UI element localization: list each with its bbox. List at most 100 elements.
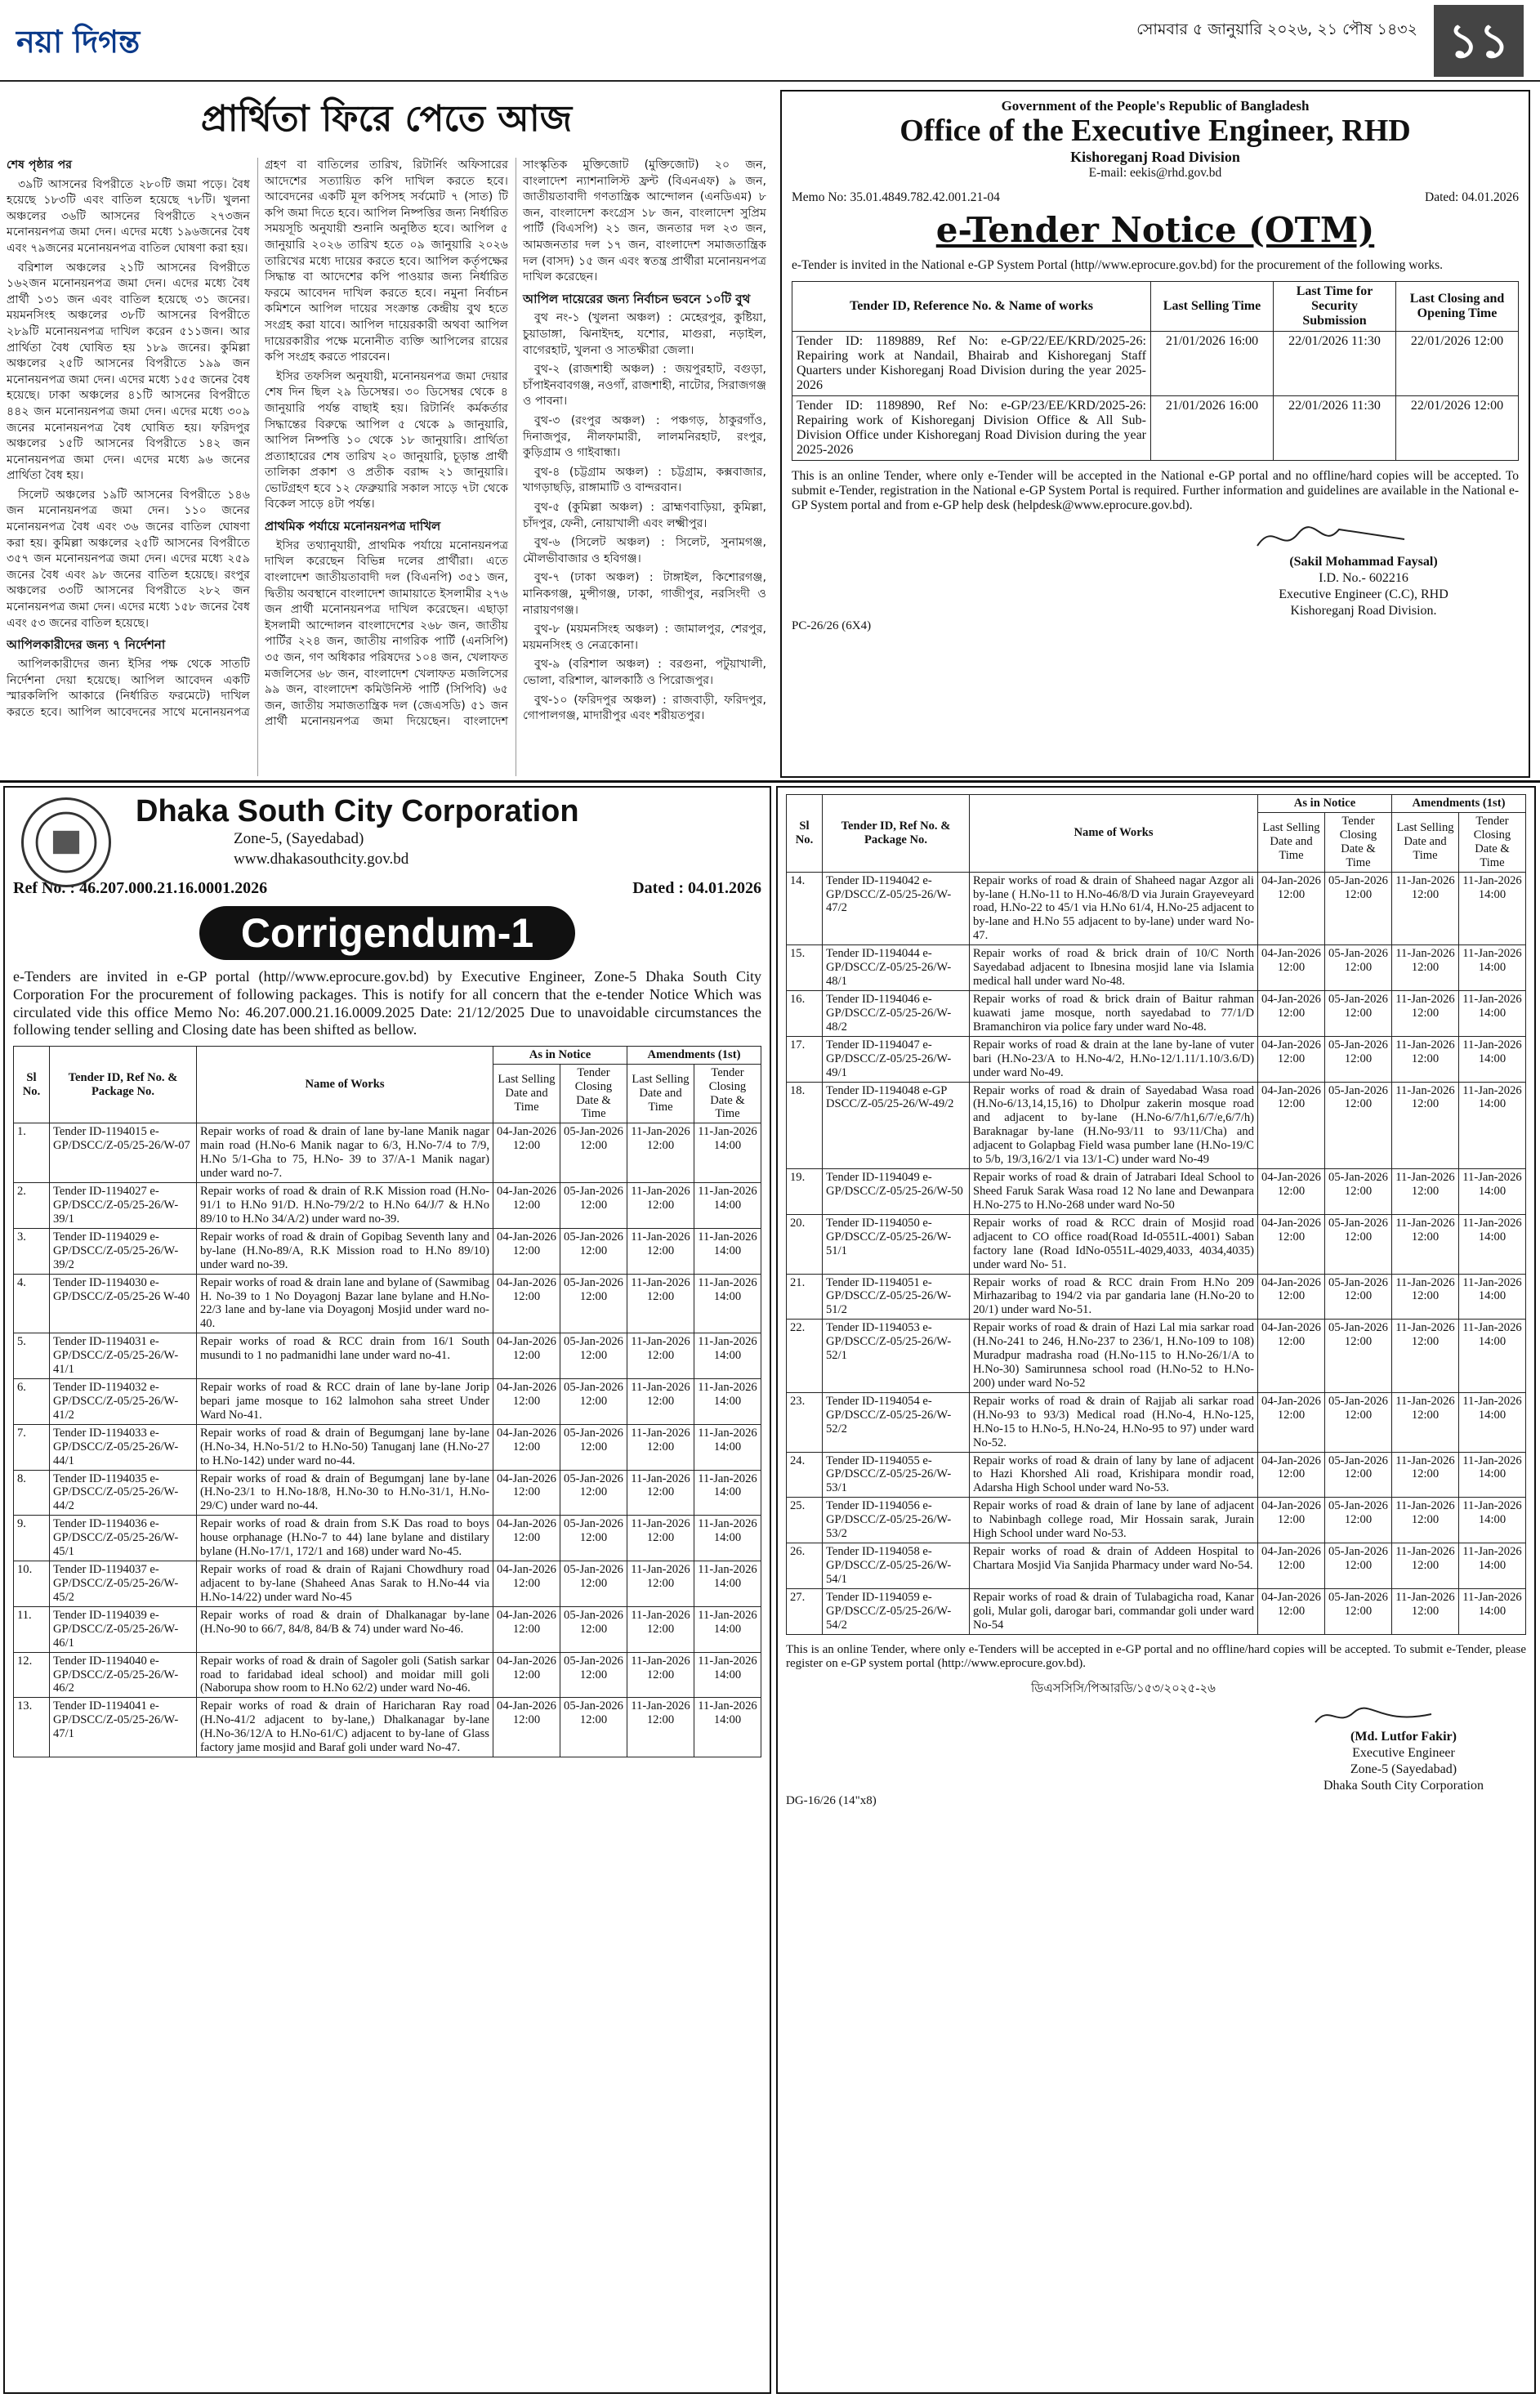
table-row: Tender ID: 1189890, Ref No: e-GP/23/EE/K… — [792, 395, 1519, 461]
page-number: ১১ — [1434, 5, 1524, 77]
date-cell: 11-Jan-2026 14:00 — [694, 1423, 761, 1471]
paragraph: বুথ-১০ (ফরিদপুর অঞ্চল) : রাজবাড়ী, ফরিদপ… — [523, 693, 766, 723]
date-cell: 04-Jan-2026 12:00 — [1257, 944, 1325, 991]
date-cell: 11-Jan-2026 12:00 — [1391, 944, 1459, 991]
date-cell: 04-Jan-2026 12:00 — [1257, 1391, 1325, 1453]
works: Repair works of road & drain of Sayedaba… — [969, 1081, 1258, 1170]
works-cell: Tender ID: 1189889, Ref No: e-GP/22/EE/K… — [792, 330, 1151, 396]
date-cell: 11-Jan-2026 14:00 — [694, 1605, 761, 1653]
date-cell: 11-Jan-2026 12:00 — [627, 1469, 694, 1516]
date-cell: 04-Jan-2026 12:00 — [1257, 1213, 1325, 1275]
works: Repair works of road & drain of Harichar… — [196, 1697, 493, 1758]
date-cell: 04-Jan-2026 12:00 — [493, 1333, 560, 1380]
paragraph: সিলেট অঞ্চলের ১৯টি আসনের বিপরীতে ১৪৬ জন … — [7, 488, 250, 630]
date-cell: 05-Jan-2026 12:00 — [1324, 1081, 1392, 1170]
table-row: Tender ID: 1189889, Ref No: e-GP/22/EE/K… — [792, 330, 1519, 396]
serial: 9. — [13, 1515, 50, 1562]
serial: 10. — [13, 1561, 50, 1607]
serial: 15. — [786, 944, 823, 991]
date-cell: 11-Jan-2026 14:00 — [1458, 1319, 1526, 1393]
date-cell: 11-Jan-2026 12:00 — [627, 1378, 694, 1425]
works: Repair works of road & drain of Gopibag … — [196, 1227, 493, 1275]
date-cell: 11-Jan-2026 12:00 — [627, 1227, 694, 1275]
date-cell: 11-Jan-2026 12:00 — [1391, 1081, 1459, 1170]
dscc-left: Dhaka South City Corporation Zone-5, (Sa… — [3, 786, 771, 2394]
column-header: Name of Works — [196, 1045, 493, 1124]
works: Repair works of road & RCC drain of lane… — [196, 1378, 493, 1425]
date-cell: 04-Jan-2026 12:00 — [1257, 1081, 1325, 1170]
works: Repair works of road & drain of Tulabagi… — [969, 1588, 1258, 1635]
serial: 22. — [786, 1319, 823, 1393]
works: Repair works of road & drain at the lane… — [969, 1035, 1258, 1083]
tender-id: Tender ID-1194050 e-GP/DSCC/Z-05/25-26/W… — [822, 1213, 970, 1275]
serial: 19. — [786, 1168, 823, 1215]
signature-block: (Sakil Mohammad Faysal) I.D. No.- 602216 E… — [1208, 554, 1519, 619]
date-cell: 11-Jan-2026 12:00 — [1391, 1168, 1459, 1215]
table-row: 2. Tender ID-1194027 e-GP/DSCC/Z-05/25-26… — [13, 1182, 761, 1229]
signature-line: (Md. Lutfor Fakir) — [1350, 1729, 1457, 1744]
continued-label: শেষ পৃষ্ঠার পর — [7, 159, 73, 172]
table-row: 18. Tender ID-1194048 e-GP DSCC/Z-05/25-2… — [786, 1081, 1526, 1170]
government: Government of the People's Republic of B… — [1001, 98, 1310, 114]
serial: 21. — [786, 1273, 823, 1320]
serial: 1. — [13, 1123, 50, 1184]
article: প্রার্থিতা ফিরে পেতে আজ শেষ পৃষ্ঠার পর ৩… — [7, 88, 766, 776]
paragraph: বুথ-৩ (রংপুর অঞ্চল) : পঞ্চগড়, ঠাকুরগাঁও… — [523, 414, 766, 460]
tender-id: Tender ID-1194037 e-GP/DSCC/Z-05/25-26/W… — [49, 1561, 197, 1607]
date-cell: 05-Jan-2026 12:00 — [1324, 1588, 1392, 1635]
column-header: Last Closing and Opening Time — [1395, 280, 1519, 332]
header-row: Sl No. Tender ID, Ref No. & Package No. Na… — [13, 1045, 761, 1124]
date-cell: 05-Jan-2026 12:00 — [560, 1273, 627, 1334]
serial: 12. — [13, 1651, 50, 1699]
date-cell: 04-Jan-2026 12:00 — [493, 1469, 560, 1516]
column-header: Tender Closing Date & Time — [694, 1063, 761, 1124]
tender-id: Tender ID-1194053 e-GP/DSCC/Z-05/25-26/W… — [822, 1319, 970, 1393]
date-cell: 11-Jan-2026 14:00 — [1458, 1213, 1526, 1275]
column-header: Amendments (1st) — [1391, 794, 1526, 813]
header-row: Sl No. Tender ID, Ref No. & Package No. Na… — [786, 794, 1526, 873]
column-header: Last Selling Date and Time — [1391, 811, 1459, 873]
table-row: 24. Tender ID-1194055 e-GP/DSCC/Z-05/25-2… — [786, 1451, 1526, 1498]
paragraph: ইসির তথ্যানুযায়ী, প্রাথমিক পর্যায়ে মনো… — [265, 159, 766, 729]
tender-id: Tender ID-1194044 e-GP/DSCC/Z-05/25-26/W… — [822, 944, 970, 991]
date-cell: 11-Jan-2026 14:00 — [694, 1469, 761, 1516]
date-cell: 11-Jan-2026 14:00 — [694, 1378, 761, 1425]
serial: 23. — [786, 1391, 823, 1453]
date-cell: 05-Jan-2026 12:00 — [560, 1651, 627, 1699]
paragraph: আপিলকারীদের জন্য ইসির পক্ষ থেকে সাতটি নি… — [7, 159, 508, 719]
signature-line: Executive Engineer (C.C), RHD — [1279, 587, 1448, 601]
works: Repair works of road & drain lane and by… — [196, 1273, 493, 1334]
works: Repair works of road & drain of Begumgan… — [196, 1423, 493, 1471]
date-cell: 11-Jan-2026 14:00 — [1458, 1081, 1526, 1170]
paragraph: বুথ-৫ (কুমিল্লা অঞ্চল) : ব্রাহ্মণবাড়িয়… — [523, 500, 766, 530]
date-cell: 11-Jan-2026 12:00 — [1391, 1543, 1459, 1589]
date-cell: 11-Jan-2026 12:00 — [1391, 1391, 1459, 1453]
date-cell: 05-Jan-2026 12:00 — [560, 1227, 627, 1275]
dated: Dated: 04.01.2026 — [1425, 190, 1519, 204]
tender-id: Tender ID-1194030 e-GP/DSCC/Z-05/25-26 W… — [49, 1273, 197, 1334]
date-cell: 11-Jan-2026 14:00 — [694, 1333, 761, 1380]
table-row: 3. Tender ID-1194029 e-GP/DSCC/Z-05/25-26… — [13, 1227, 761, 1275]
tender-id: Tender ID-1194029 e-GP/DSCC/Z-05/25-26/W… — [49, 1227, 197, 1275]
date-cell: 05-Jan-2026 12:00 — [560, 1123, 627, 1184]
date-cell: 11-Jan-2026 14:00 — [694, 1227, 761, 1275]
date-cell: 11-Jan-2026 12:00 — [627, 1697, 694, 1758]
headline: প্রার্থিতা ফিরে পেতে আজ — [200, 98, 573, 140]
date-cell: 11-Jan-2026 12:00 — [1391, 1451, 1459, 1498]
date-cell: 11-Jan-2026 14:00 — [694, 1651, 761, 1699]
tender-id: Tender ID-1194054 e-GP/DSCC/Z-05/25-26/W… — [822, 1391, 970, 1453]
table-row: 20. Tender ID-1194050 e-GP/DSCC/Z-05/25-2… — [786, 1213, 1526, 1275]
signature-line: (Sakil Mohammad Faysal) — [1289, 554, 1438, 569]
date-cell: 05-Jan-2026 12:00 — [560, 1423, 627, 1471]
serial: 5. — [13, 1333, 50, 1380]
works: Repair works of road & drain of Dhalkana… — [196, 1605, 493, 1653]
works: Repair works of road & drain of R.K Miss… — [196, 1182, 493, 1229]
dscc-right: Sl No. Tender ID, Ref No. & Package No. Na… — [776, 786, 1536, 2394]
separator — [0, 780, 1540, 783]
date-cell: 11-Jan-2026 14:00 — [694, 1182, 761, 1229]
tender-id: Tender ID-1194049 e-GP/DSCC/Z-05/25-26/W… — [822, 1168, 970, 1215]
serial: 14. — [786, 871, 823, 946]
date-cell: 05-Jan-2026 12:00 — [1324, 1035, 1392, 1083]
rhd-notice: Government of the People's Republic of B… — [780, 90, 1530, 778]
